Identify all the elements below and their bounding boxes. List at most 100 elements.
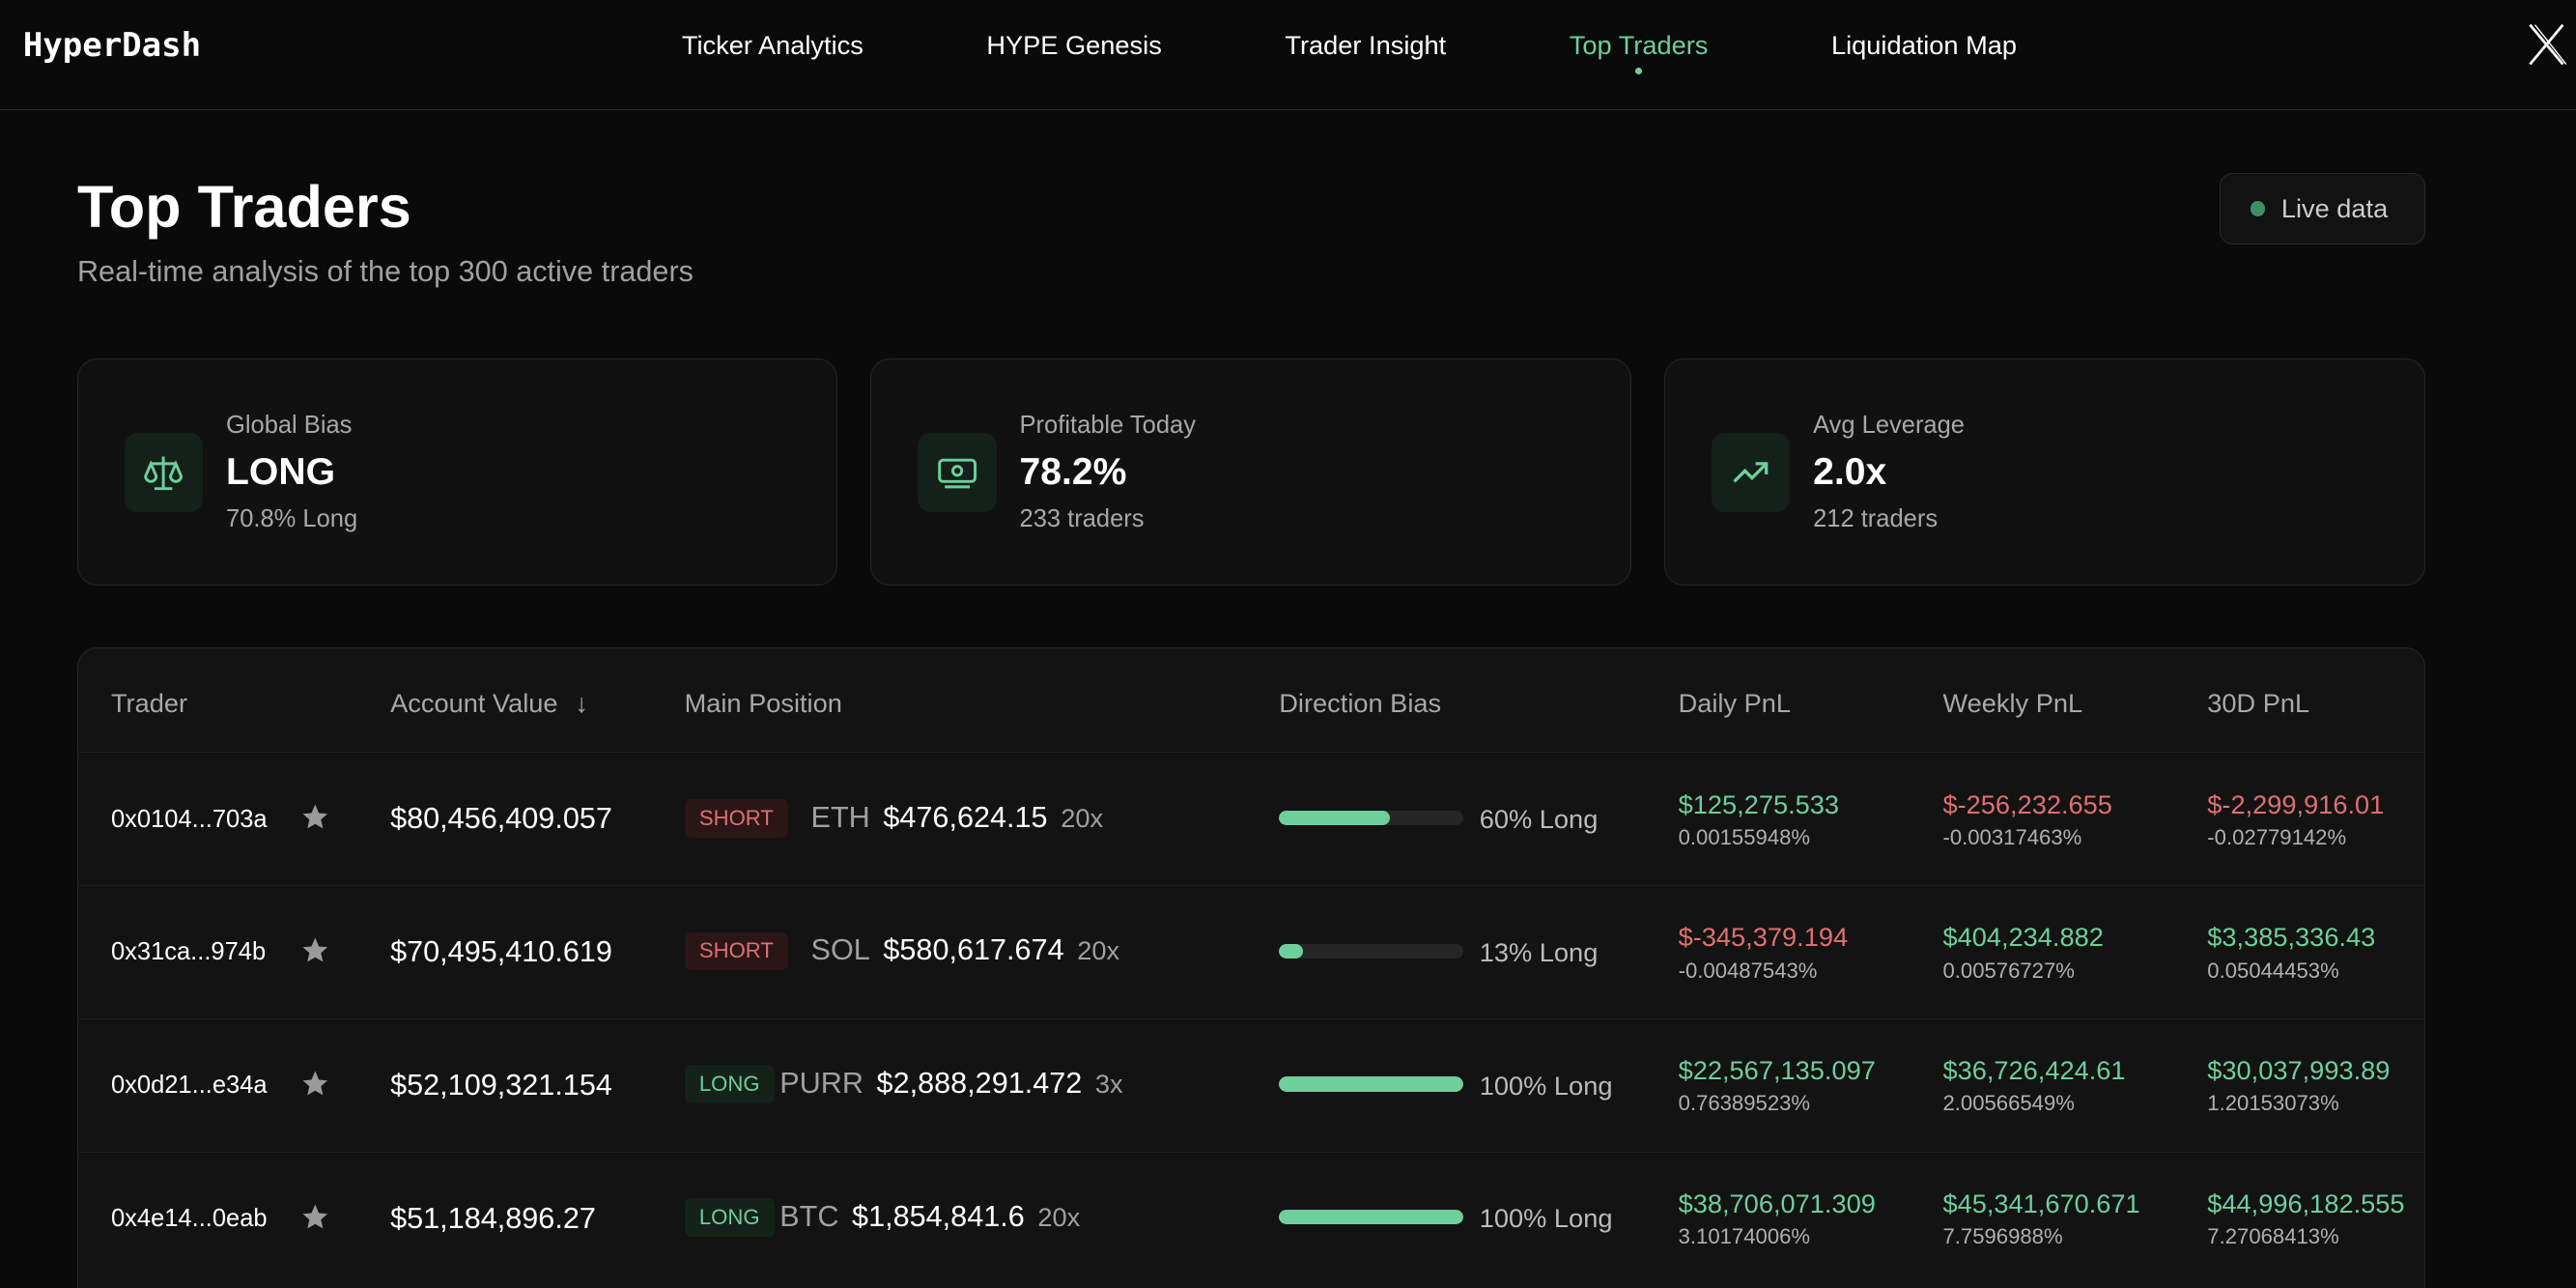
ticker: SOL (810, 933, 870, 967)
direction-bias-label: 100% Long (1479, 1203, 1613, 1234)
weekly-pnl-value: $-256,232.655 (1942, 788, 2112, 819)
30d-pnl: $3,385,336.43 0.05044453% (2207, 922, 2375, 983)
account-value: $52,109,321.154 (390, 1068, 612, 1102)
page-title: Top Traders (76, 173, 411, 240)
daily-pnl-pct: -0.00487543% (1678, 958, 1818, 983)
direction-bias-bar (1279, 810, 1463, 826)
nav-link-hype-genesis[interactable]: HYPE Genesis (986, 29, 1162, 60)
direction-bias-bar (1279, 1210, 1463, 1225)
direction-bias-label: 13% Long (1479, 936, 1599, 967)
logo[interactable]: HyperDash (22, 26, 202, 66)
nav-link-liquidation-map[interactable]: Liquidation Map (1830, 29, 2018, 60)
trader-address[interactable]: 0x4e14...0eab (110, 1205, 268, 1233)
daily-pnl: $125,275.533 0.00155948% (1679, 789, 1839, 850)
leverage: 20x (1037, 1201, 1081, 1232)
column-header[interactable]: Direction Bias (1279, 688, 1441, 719)
column-header[interactable]: Daily PnL (1679, 688, 1791, 719)
main-position: SOL $580,617.674 20x (811, 933, 1120, 967)
status-dot-icon (2250, 201, 2265, 216)
weekly-pnl-pct: -0.00317463% (1942, 824, 2082, 849)
stat-label: Global Bias (226, 412, 353, 440)
star-icon[interactable] (300, 1202, 330, 1232)
star-icon[interactable] (300, 1069, 330, 1099)
side-badge: SHORT (684, 798, 789, 838)
stat-label: Avg Leverage (1813, 412, 1965, 440)
position-size: $580,617.674 (883, 933, 1064, 967)
banknote-icon (918, 433, 997, 512)
leverage: 3x (1094, 1069, 1123, 1100)
leverage: 20x (1077, 935, 1120, 966)
direction-bias-fill (1279, 1076, 1463, 1092)
column-header[interactable]: Account Value ↓ (390, 688, 588, 719)
trader-address[interactable]: 0x31ca...974b (110, 938, 267, 966)
weekly-pnl-pct: 2.00566549% (1942, 1091, 2075, 1116)
direction-bias-label: 60% Long (1479, 804, 1599, 835)
trader-address[interactable]: 0x0104...703a (110, 805, 268, 833)
x-logo-icon[interactable] (2527, 23, 2566, 66)
column-header[interactable]: 30D PnL (2207, 688, 2309, 719)
weekly-pnl-value: $36,726,424.61 (1942, 1055, 2126, 1086)
30d-pnl-pct: 7.27068413% (2207, 1224, 2339, 1249)
column-header-label: Account Value (390, 687, 558, 718)
direction-bias-label: 100% Long (1479, 1070, 1613, 1101)
daily-pnl-value: $22,567,135.097 (1678, 1055, 1876, 1086)
nav-link-top-traders[interactable]: Top Traders (1569, 29, 1709, 74)
column-header[interactable]: Weekly PnL (1942, 688, 2082, 719)
account-value: $51,184,896.27 (390, 1201, 596, 1235)
position-size: $1,854,841.6 (852, 1199, 1025, 1233)
direction-bias-bar (1279, 1076, 1463, 1092)
live-label: Live data (2280, 193, 2389, 223)
direction-bias-fill (1279, 810, 1390, 826)
stat-card: Avg Leverage 2.0x 212 traders (1664, 358, 2425, 586)
column-header-label: Weekly PnL (1942, 687, 2083, 718)
30d-pnl-value: $30,037,993.89 (2207, 1055, 2391, 1086)
nav-link-ticker-analytics[interactable]: Ticker Analytics (681, 29, 863, 60)
top-nav: HyperDash Ticker Analytics HYPE Genesis Tr… (0, 0, 2576, 110)
30d-pnl: $30,037,993.89 1.20153073% (2207, 1055, 2390, 1116)
direction-bias-fill (1279, 943, 1304, 959)
column-header-label: Trader (110, 687, 188, 718)
weekly-pnl-pct: 7.7596988% (1942, 1224, 2063, 1249)
table-row[interactable]: 0x4e14...0eab $51,184,896.27 LONG BTC $1,… (77, 1151, 2424, 1285)
daily-pnl: $38,706,071.309 3.10174006% (1679, 1188, 1876, 1249)
leverage: 20x (1061, 802, 1104, 833)
table-row[interactable]: 0x31ca...974b $70,495,410.619 SHORT SOL $… (77, 885, 2424, 1018)
column-header[interactable]: Main Position (685, 688, 842, 719)
weekly-pnl-value: $404,234.882 (1942, 922, 2104, 953)
stat-cards: Global Bias LONG 70.8% Long Profitable T… (76, 358, 2425, 586)
ticker: ETH (810, 800, 870, 834)
star-icon[interactable] (300, 802, 330, 832)
nav-link-trader-insight[interactable]: Trader Insight (1285, 29, 1447, 60)
30d-pnl: $-2,299,916.01 -0.02779142% (2207, 789, 2384, 850)
30d-pnl-value: $-2,299,916.01 (2207, 788, 2385, 819)
stat-label: Profitable Today (1019, 412, 1196, 440)
30d-pnl-value: $44,996,182.555 (2207, 1188, 2405, 1219)
30d-pnl-pct: 0.05044453% (2207, 958, 2339, 983)
star-icon[interactable] (300, 935, 330, 965)
live-data-indicator[interactable]: Live data (2219, 172, 2425, 245)
direction-bias-fill (1279, 1210, 1463, 1225)
daily-pnl: $22,567,135.097 0.76389523% (1679, 1055, 1876, 1116)
column-header[interactable]: Trader (111, 688, 187, 719)
daily-pnl-value: $38,706,071.309 (1678, 1188, 1876, 1219)
weekly-pnl-pct: 0.00576727% (1942, 958, 2075, 983)
weekly-pnl: $404,234.882 0.00576727% (1942, 922, 2103, 983)
column-header-label: 30D PnL (2207, 687, 2310, 718)
position-size: $2,888,291.472 (876, 1067, 1083, 1101)
main-position: ETH $476,624.15 20x (811, 801, 1104, 835)
stat-detail: 70.8% Long (226, 505, 358, 533)
weekly-pnl: $-256,232.655 -0.00317463% (1942, 789, 2111, 850)
weekly-pnl-value: $45,341,670.671 (1942, 1188, 2140, 1219)
trending-up-icon (1711, 433, 1791, 512)
30d-pnl: $44,996,182.555 7.27068413% (2207, 1188, 2404, 1249)
ticker: PURR (779, 1067, 863, 1101)
weekly-pnl: $36,726,424.61 2.00566549% (1942, 1055, 2125, 1116)
scale-icon (124, 433, 204, 512)
table-row[interactable]: 0x0d21...e34a $52,109,321.154 LONG PURR $… (77, 1017, 2424, 1152)
stat-detail: 233 traders (1019, 505, 1145, 533)
table-row[interactable]: 0x0104...703a $80,456,409.057 SHORT ETH $… (77, 752, 2424, 885)
stat-value: 2.0x (1813, 451, 1887, 494)
main-position: BTC $1,854,841.6 20x (779, 1200, 1080, 1234)
daily-pnl-pct: 0.76389523% (1678, 1091, 1811, 1116)
trader-address[interactable]: 0x0d21...e34a (110, 1072, 268, 1100)
